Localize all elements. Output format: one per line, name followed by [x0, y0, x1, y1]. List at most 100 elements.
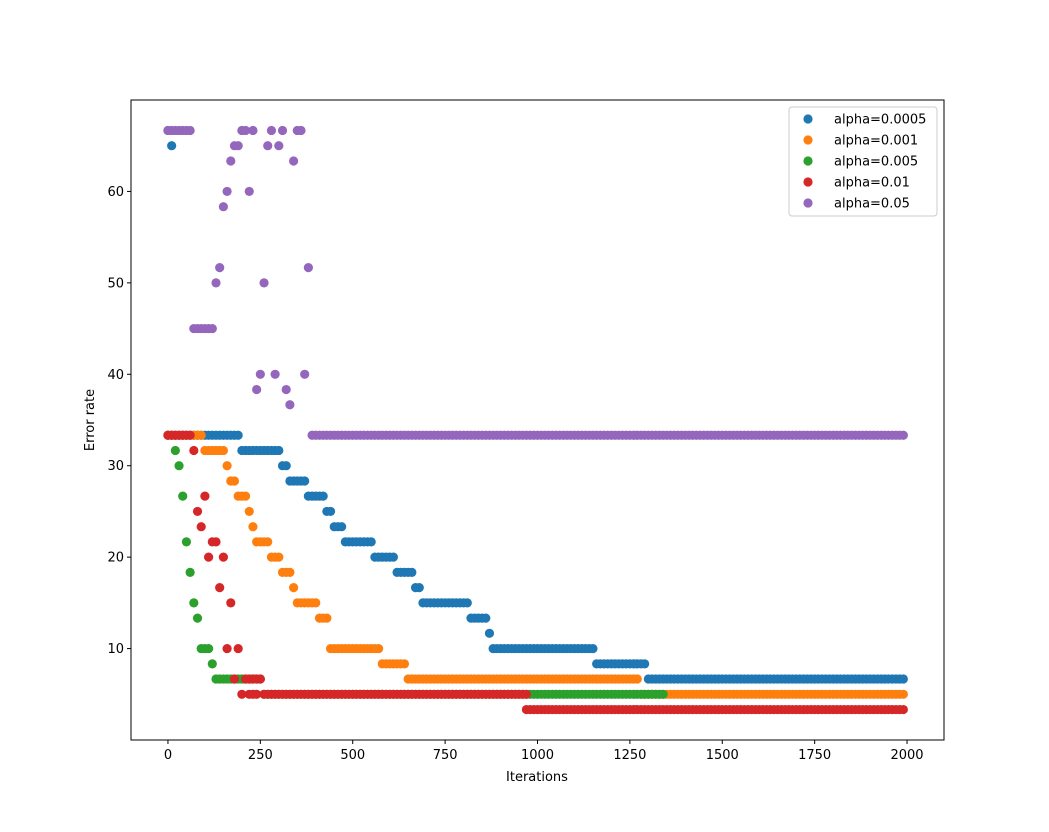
data-point — [240, 491, 251, 501]
x-tick-label: 1000 — [521, 748, 554, 763]
y-axis: 10 20 30 40 50 60 — [107, 185, 131, 657]
data-point — [255, 674, 265, 684]
data-point — [218, 552, 228, 562]
data-point — [266, 125, 277, 136]
data-point — [289, 582, 299, 593]
data-point — [248, 125, 258, 136]
data-point — [170, 445, 180, 456]
data-point — [285, 567, 295, 578]
data-point — [263, 141, 273, 151]
y-axis-label: Error rate — [83, 389, 98, 451]
data-point — [640, 659, 650, 669]
data-point — [322, 613, 332, 623]
data-point — [222, 186, 232, 197]
data-point — [233, 643, 243, 654]
data-point — [281, 461, 291, 471]
data-point — [277, 125, 288, 136]
data-point — [274, 141, 284, 151]
x-tick-label: 250 — [248, 748, 273, 763]
data-point — [311, 598, 321, 608]
data-point — [252, 689, 262, 699]
data-point — [898, 674, 908, 684]
data-point — [181, 537, 192, 547]
data-point — [167, 141, 177, 151]
series-1 — [163, 430, 908, 699]
series-4 — [163, 125, 908, 440]
x-tick-label: 1250 — [613, 748, 646, 763]
y-tick-label: 10 — [107, 642, 124, 657]
data-point — [255, 369, 265, 379]
data-point — [244, 186, 254, 197]
data-point — [204, 552, 214, 562]
data-point — [222, 643, 232, 654]
data-point — [252, 384, 262, 395]
data-point — [303, 262, 313, 273]
data-point — [414, 582, 424, 593]
data-point — [632, 674, 642, 684]
legend-label: alpha=0.01 — [834, 176, 910, 191]
data-point — [185, 125, 195, 136]
data-point — [259, 278, 269, 288]
legend-marker — [803, 156, 813, 166]
data-point — [274, 445, 284, 456]
data-point — [407, 567, 417, 578]
data-point — [178, 491, 188, 501]
x-tick-label: 500 — [340, 748, 365, 763]
data-point — [300, 369, 310, 379]
legend-label: alpha=0.0005 — [834, 113, 926, 128]
y-tick-label: 50 — [107, 276, 124, 291]
data-point — [174, 461, 184, 471]
data-point — [185, 567, 195, 578]
legend-label: alpha=0.05 — [834, 197, 910, 212]
data-point — [233, 430, 243, 440]
data-point — [481, 613, 491, 623]
data-point — [189, 445, 199, 456]
data-point — [658, 689, 668, 699]
x-tick-label: 2000 — [890, 748, 923, 763]
data-point — [211, 278, 221, 288]
data-point — [263, 537, 273, 547]
data-point — [270, 369, 280, 379]
data-point — [204, 643, 214, 654]
data-point — [325, 506, 336, 517]
legend-box — [788, 106, 938, 217]
data-point — [366, 537, 376, 547]
legend-marker — [803, 198, 813, 208]
data-point — [196, 522, 206, 532]
legend-label: alpha=0.005 — [834, 155, 918, 170]
x-tick-label: 1500 — [706, 748, 739, 763]
data-point — [211, 537, 221, 547]
legend-label: alpha=0.001 — [834, 134, 918, 149]
data-point — [215, 582, 225, 593]
data-point — [521, 689, 532, 699]
legend: alpha=0.0005 alpha=0.001 alpha=0.005 alpha=… — [788, 106, 938, 217]
data-point — [192, 506, 203, 517]
data-point — [222, 461, 232, 471]
data-point — [337, 522, 347, 532]
series-3 — [163, 430, 908, 715]
data-point — [233, 141, 243, 151]
data-point — [274, 552, 284, 562]
x-tick-label: 750 — [433, 748, 458, 763]
data-point — [226, 156, 236, 166]
y-tick-label: 20 — [107, 551, 124, 566]
data-point — [192, 613, 203, 623]
data-point — [229, 476, 240, 486]
data-point — [898, 689, 908, 699]
y-tick-label: 60 — [107, 185, 124, 200]
data-point — [285, 400, 295, 410]
legend-marker — [803, 177, 813, 187]
data-point — [218, 445, 228, 456]
data-point — [588, 643, 598, 654]
data-point — [248, 522, 258, 532]
data-point — [244, 506, 254, 517]
y-tick-label: 30 — [107, 459, 124, 474]
data-point — [189, 598, 199, 608]
legend-marker — [803, 135, 813, 145]
data-point — [200, 491, 210, 501]
data-point — [185, 430, 195, 440]
data-point — [215, 262, 225, 273]
data-point — [399, 659, 410, 669]
data-point — [207, 659, 217, 669]
